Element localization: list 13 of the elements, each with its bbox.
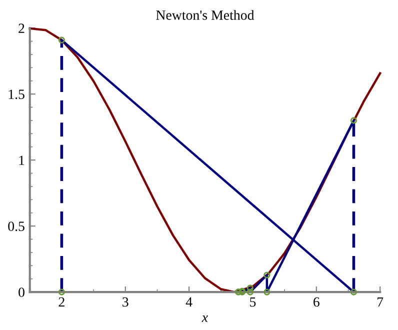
x-tick-label: 3 [122, 297, 128, 307]
y-tick-label: 0.5 [8, 222, 24, 232]
x-tick-label: 2 [58, 297, 64, 307]
x-tick-label: 4 [186, 297, 192, 307]
chart-title: Newton's Method [156, 10, 254, 20]
x-tick-label: 7 [378, 297, 384, 307]
y-tick-label: 1 [19, 156, 24, 165]
y-tick-label: 1.5 [8, 90, 24, 100]
x-axis-title: x [202, 316, 208, 322]
y-tick-label: 2 [18, 24, 24, 33]
x-tick-label: 6 [314, 297, 320, 307]
x-tick-label: 5 [250, 297, 256, 307]
y-tick-label: 0 [18, 288, 24, 298]
